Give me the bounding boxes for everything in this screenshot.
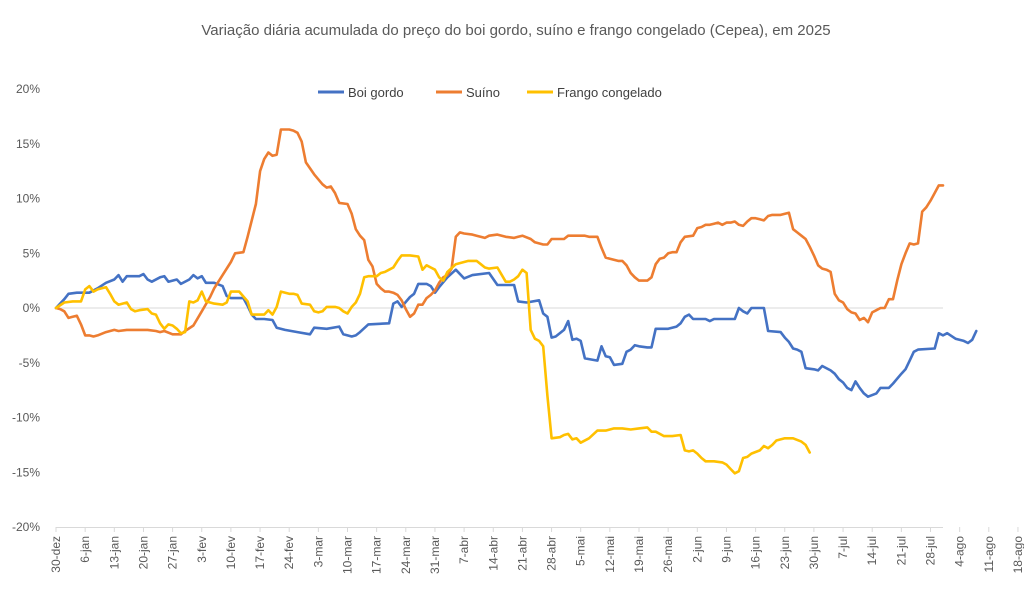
x-tick-label: 23-jun [778, 536, 792, 569]
x-tick-label: 11-ago [982, 536, 996, 573]
y-tick-label: 10% [16, 192, 40, 206]
x-axis: 30-dez 6-jan 13-jan 20-jan 27-jan 3-fev 10-fev… [49, 527, 1024, 574]
y-tick-label: 15% [16, 137, 40, 151]
x-tick-label: 26-mai [661, 536, 675, 573]
x-tick-label: 9-jun [719, 536, 733, 563]
y-tick-label: -20% [12, 520, 40, 534]
x-tick-label: 19-mai [632, 536, 646, 573]
x-tick-label: 31-mar [428, 536, 442, 574]
series-lines [54, 128, 978, 475]
series-line [54, 268, 978, 399]
x-tick-label: 20-jan [136, 536, 150, 569]
x-tick-label: 14-abr [486, 536, 500, 571]
y-tick-label: -15% [12, 465, 40, 479]
legend-label: Frango congelado [557, 85, 662, 100]
y-tick-label: -5% [19, 356, 41, 370]
x-tick-label: 17-mar [370, 536, 384, 574]
x-tick-label: 21-abr [515, 536, 529, 571]
x-tick-label: 28-jul [924, 536, 938, 565]
x-tick-label: 12-mai [603, 536, 617, 573]
x-tick-label: 3-mar [311, 536, 325, 567]
x-tick-label: 10-mar [341, 536, 355, 574]
legend-label: Boi gordo [348, 85, 404, 100]
x-tick-label: 24-fev [282, 536, 296, 569]
x-tick-label: 5-mai [574, 536, 588, 566]
x-tick-label: 13-jan [107, 536, 121, 569]
series-line [54, 254, 812, 475]
legend-label: Suíno [466, 85, 500, 100]
x-tick-label: 30-dez [49, 536, 63, 573]
x-tick-label: 3-fev [195, 536, 209, 563]
series-line [54, 128, 945, 338]
x-tick-label: 16-jun [749, 536, 763, 569]
x-tick-label: 10-fev [224, 536, 238, 569]
x-tick-label: 7-jul [836, 536, 850, 559]
x-tick-label: 24-mar [399, 536, 413, 574]
x-tick-label: 7-abr [457, 536, 471, 564]
chart-title: Variação diária acumulada do preço do bo… [201, 22, 830, 39]
x-tick-label: 28-abr [545, 536, 559, 571]
y-tick-label: 20% [16, 82, 40, 96]
y-tick-label: 5% [23, 246, 41, 260]
y-axis: 20% 15% 10% 5% 0% -5% -10% -15% -20% [12, 82, 40, 534]
x-tick-label: 14-jul [865, 536, 879, 565]
y-tick-label: 0% [23, 301, 41, 315]
x-tick-label: 17-fev [253, 536, 267, 569]
x-tick-label: 18-ago [1011, 536, 1024, 574]
y-tick-label: -10% [12, 411, 40, 425]
legend: Boi gordo Suíno Frango congelado [318, 85, 662, 100]
x-tick-label: 2-jun [690, 536, 704, 563]
x-tick-label: 4-ago [953, 536, 967, 567]
x-tick-label: 6-jan [78, 536, 92, 563]
x-tick-label: 21-jul [894, 536, 908, 565]
x-tick-label: 27-jan [166, 536, 180, 569]
x-tick-label: 30-jun [807, 536, 821, 569]
